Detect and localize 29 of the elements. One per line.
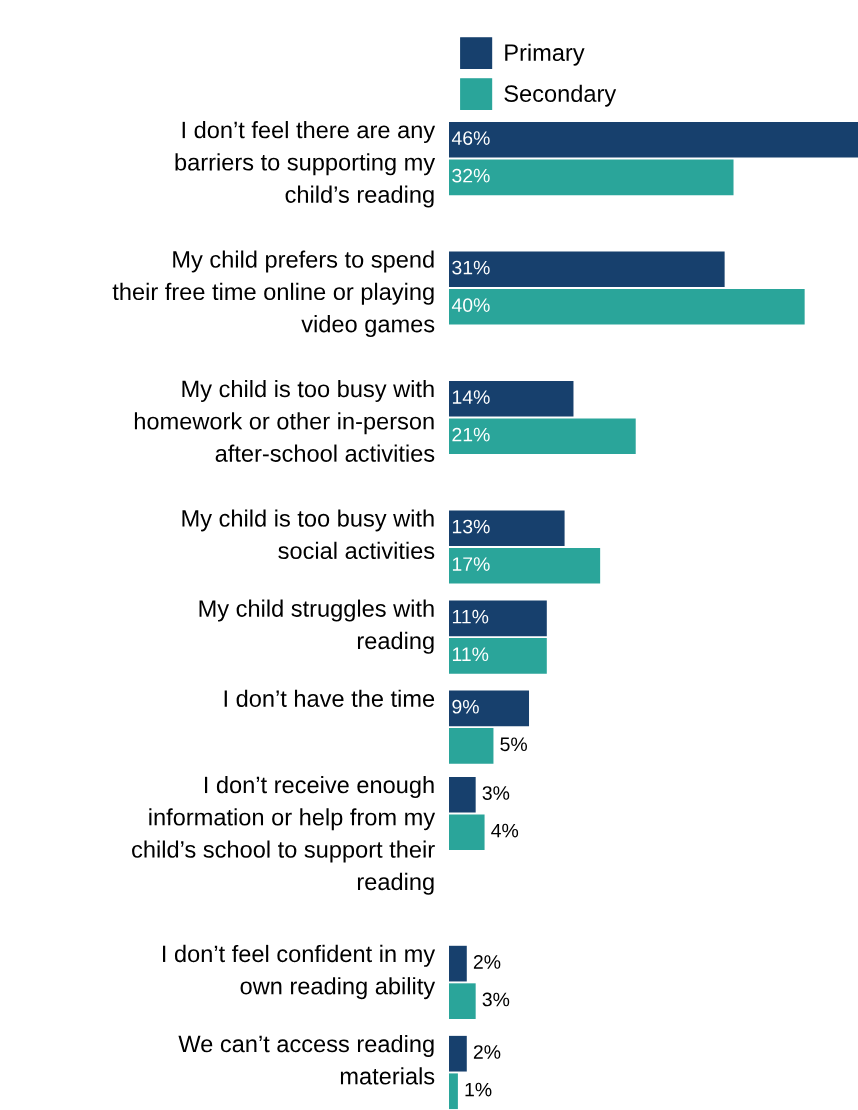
y-tick-label: My child is too busy with homework or other in-person after-school activities [134, 379, 435, 462]
data-label: 5% [500, 737, 527, 752]
y-tick-label: My child is too busy with social activities [182, 509, 435, 560]
legend-label: Primary [505, 43, 585, 66]
data-label: 17% [452, 557, 490, 571]
data-label: 13% [452, 519, 490, 534]
data-label: 14% [452, 390, 490, 404]
data-label: 40% [451, 298, 490, 313]
y-tick-label: We can’t access reading materials [178, 1034, 435, 1085]
data-label: 2% [473, 955, 501, 969]
data-label: 46% [451, 131, 490, 145]
y-tick-label: I don’t feel there are any barriers to supporting my child’s reading [175, 121, 436, 208]
data-label: 31% [452, 260, 490, 275]
y-tick-label: My child prefers to spend their free time online or playing video games [112, 250, 435, 338]
legend-label: Secondary [504, 84, 617, 107]
data-label: 32% [452, 168, 490, 183]
data-label: 9% [452, 699, 479, 714]
y-tick-label: My child struggles with reading [199, 599, 434, 654]
y-tick-label: I don’t have the time [224, 689, 435, 707]
data-label: 3% [482, 786, 510, 800]
y-tick-label: I don’t receive enough information or help from my child’s school to support their reading [132, 775, 436, 895]
y-tick-label: I don’t feel confident in my own reading ability [163, 944, 436, 1000]
data-label: 4% [491, 823, 519, 838]
data-label: 21% [452, 427, 490, 442]
data-label: 1% [465, 1082, 492, 1097]
data-label: 11% [452, 647, 489, 661]
data-label: 3% [482, 992, 510, 1007]
data-label: 2% [473, 1045, 501, 1059]
data-label: 11% [452, 609, 489, 624]
